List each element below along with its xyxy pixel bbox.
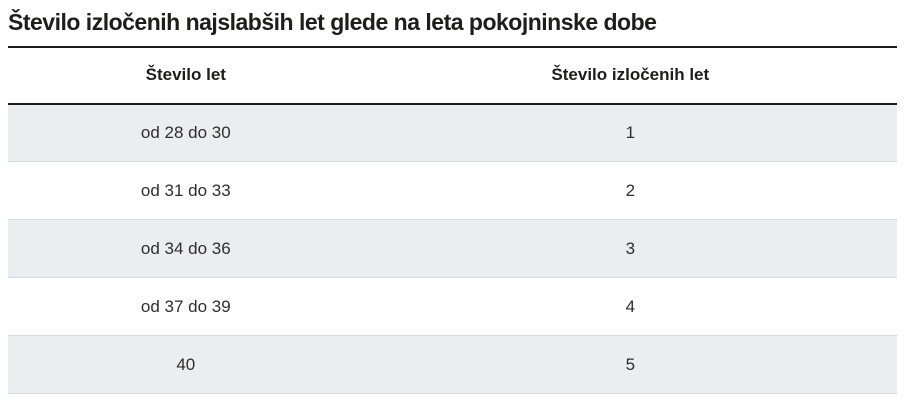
table-header: Število let Število izločenih let — [8, 47, 897, 105]
table-row: od 31 do 33 2 — [8, 161, 897, 221]
column-header-excluded: Število izločenih let — [363, 47, 897, 105]
cell-excluded: 2 — [363, 161, 897, 221]
table-body: od 28 do 30 1 od 31 do 33 2 od 34 do 36 … — [8, 103, 897, 395]
table-header-row: Število let Število izločenih let — [8, 47, 897, 105]
cell-years: od 28 do 30 — [8, 103, 364, 163]
cell-excluded: 3 — [363, 219, 897, 279]
cell-years: od 37 do 39 — [8, 277, 364, 337]
cell-years: 40 — [8, 335, 364, 395]
pension-years-table: Število let Število izločenih let od 28 … — [8, 47, 897, 395]
cell-excluded: 4 — [363, 277, 897, 337]
cell-years: od 31 do 33 — [8, 161, 364, 221]
table-row: od 28 do 30 1 — [8, 103, 897, 163]
column-header-years: Število let — [8, 47, 364, 105]
cell-years: od 34 do 36 — [8, 219, 364, 279]
table-row: od 37 do 39 4 — [8, 277, 897, 337]
table-row: 40 5 — [8, 335, 897, 395]
page-title: Število izločenih najslabših let glede n… — [8, 0, 897, 48]
cell-excluded: 5 — [363, 335, 897, 395]
table-row: od 34 do 36 3 — [8, 219, 897, 279]
cell-excluded: 1 — [363, 103, 897, 163]
